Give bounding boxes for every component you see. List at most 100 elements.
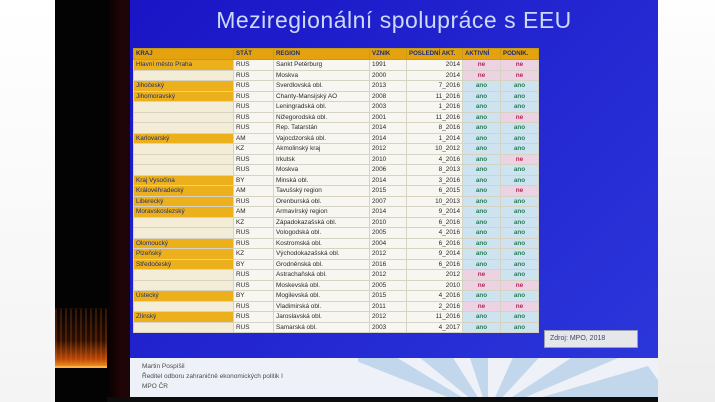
column-header: VZNIK: [369, 48, 407, 60]
table-row: RUS Leningradská obl. 2003 1_2016 ano ano: [133, 101, 539, 113]
posledni-akt-cell: 6_2015: [406, 185, 463, 197]
podnik-cell: ano: [500, 132, 539, 144]
podnik-cell: ano: [500, 227, 539, 239]
table-row: Plzeňský KZ Východokazašská obl. 2012 9_2014…: [133, 248, 539, 260]
stat-cell: AM: [233, 185, 274, 197]
posledni-akt-cell: 11_2016: [406, 90, 463, 102]
region-cell: Akmolinský kraj: [273, 143, 370, 155]
table-row: KZ Akmolinský kraj 2012 10_2012 ano ano: [133, 143, 539, 155]
stat-cell: BY: [233, 174, 274, 186]
stat-cell: RUS: [233, 90, 274, 102]
shadow-strip: [107, 0, 130, 402]
vznik-cell: 2014: [369, 122, 407, 134]
aktivni-cell: ano: [462, 206, 501, 218]
stat-cell: RUS: [233, 300, 274, 312]
podnik-cell: ne: [500, 111, 539, 123]
aktivni-cell: ano: [462, 321, 501, 333]
aktivni-cell: ne: [462, 269, 501, 281]
table-row: RUS Moskevská obl. 2005 2010 ne ne: [133, 279, 539, 291]
aktivni-cell: ano: [462, 258, 501, 270]
posledni-akt-cell: 6_2016: [406, 237, 463, 249]
region-cell: Mogilevská obl.: [273, 290, 370, 302]
aktivni-cell: ne: [462, 279, 501, 291]
table-row: Jihomoravský RUS Chanty-Mansijský AO 2008 11…: [133, 90, 539, 102]
aktivni-cell: ano: [462, 237, 501, 249]
vznik-cell: 2005: [369, 227, 407, 239]
vznik-cell: 2000: [369, 69, 407, 81]
posledni-akt-cell: 1_2016: [406, 101, 463, 113]
aktivni-cell: ne: [462, 59, 501, 71]
aktivni-cell: ano: [462, 290, 501, 302]
podnik-cell: ano: [500, 258, 539, 270]
kraj-cell: [133, 122, 234, 134]
vznik-cell: 2003: [369, 101, 407, 113]
kraj-cell: Ústecký: [133, 290, 234, 302]
kraj-cell: [133, 227, 234, 239]
podnik-cell: ano: [500, 174, 539, 186]
column-header: AKTIVNÍ: [462, 48, 501, 60]
column-header: POSLEDNÍ AKT.: [406, 48, 463, 60]
vznik-cell: 2013: [369, 80, 407, 92]
vznik-cell: 2012: [369, 311, 407, 323]
stat-cell: KZ: [233, 216, 274, 228]
podnik-cell: ano: [500, 248, 539, 260]
posledni-akt-cell: 4_2017: [406, 321, 463, 333]
kraj-cell: Plzeňský: [133, 248, 234, 260]
kraj-cell: [133, 101, 234, 113]
kraj-cell: [133, 69, 234, 81]
vznik-cell: 2012: [369, 248, 407, 260]
aktivni-cell: ano: [462, 132, 501, 144]
kraj-cell: [133, 216, 234, 228]
stat-cell: RUS: [233, 195, 274, 207]
stat-cell: RUS: [233, 237, 274, 249]
region-cell: Nižegorodská obl.: [273, 111, 370, 123]
kraj-cell: [133, 321, 234, 333]
vznik-cell: 2015: [369, 185, 407, 197]
kraj-cell: Královéhradecký: [133, 185, 234, 197]
aktivni-cell: ano: [462, 311, 501, 323]
kraj-cell: [133, 143, 234, 155]
aktivni-cell: ne: [462, 300, 501, 312]
presentation-slide: Meziregionální spolupráce s EEU KRAJ STÁT…: [130, 0, 658, 397]
stat-cell: BY: [233, 290, 274, 302]
table-row: Královéhradecký AM Tavušský region 2015 6_20…: [133, 185, 539, 197]
screen-bottom-edge: [107, 397, 658, 402]
table-row: RUS Astrachaňská obl. 2012 2012 ne ano: [133, 269, 539, 281]
kraj-cell: Liberecký: [133, 195, 234, 207]
stat-cell: RUS: [233, 122, 274, 134]
stat-cell: RUS: [233, 111, 274, 123]
presenter-org: MPO ČR: [142, 383, 168, 390]
aktivni-cell: ano: [462, 153, 501, 165]
stat-cell: RUS: [233, 227, 274, 239]
table-row: Ústecký BY Mogilevská obl. 2015 4_2016 ano ano: [133, 290, 539, 302]
kraj-cell: Karlovarský: [133, 132, 234, 144]
aktivni-cell: ano: [462, 248, 501, 260]
region-cell: Sankt Petěrburg: [273, 59, 370, 71]
dark-pillar: [55, 0, 107, 402]
region-cell: Armavírský region: [273, 206, 370, 218]
aktivni-cell: ne: [462, 69, 501, 81]
posledni-akt-cell: 2014: [406, 59, 463, 71]
posledni-akt-cell: 11_2016: [406, 111, 463, 123]
table-row: Hlavní město Praha RUS Sankt Petěrburg 1991…: [133, 59, 539, 71]
podnik-cell: ano: [500, 269, 539, 281]
region-cell: Moskevská obl.: [273, 279, 370, 291]
table-row: RUS Vladimirská obl. 2011 2_2016 ne ne: [133, 300, 539, 312]
region-cell: Orenburská obl.: [273, 195, 370, 207]
stat-cell: AM: [233, 132, 274, 144]
kraj-cell: [133, 164, 234, 176]
presenter-role: Ředitel odboru zahraničně ekonomických p…: [142, 373, 283, 380]
vznik-cell: 1991: [369, 59, 407, 71]
slide-background: Meziregionální spolupráce s EEU KRAJ STÁT…: [130, 0, 658, 358]
stat-cell: BY: [233, 258, 274, 270]
compass-logo-pattern: [358, 358, 658, 397]
vznik-cell: 2005: [369, 279, 407, 291]
vznik-cell: 2001: [369, 111, 407, 123]
region-cell: Astrachaňská obl.: [273, 269, 370, 281]
vznik-cell: 2008: [369, 90, 407, 102]
posledni-akt-cell: 10_2012: [406, 143, 463, 155]
region-cell: Grodněnská obl.: [273, 258, 370, 270]
podnik-cell: ne: [500, 59, 539, 71]
region-cell: Kostromská obl.: [273, 237, 370, 249]
